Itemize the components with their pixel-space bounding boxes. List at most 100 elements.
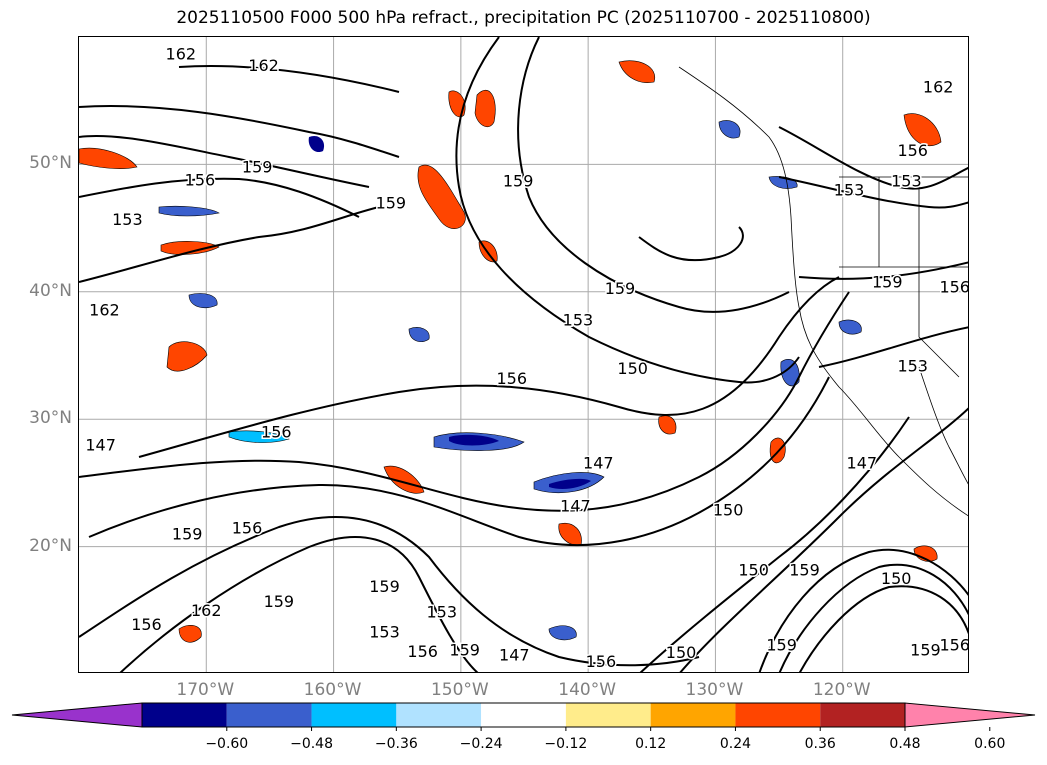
precip-patch	[417, 164, 466, 229]
contour-line	[517, 37, 790, 313]
contour-line	[79, 135, 370, 188]
contour-label: 147	[583, 453, 614, 472]
colorbar-tick-label: 0.12	[635, 736, 667, 752]
precip-patch	[383, 465, 425, 494]
precip-patch	[178, 624, 202, 643]
contour-label: 150	[666, 643, 697, 662]
longitude-label: 160°W	[303, 680, 362, 700]
contour-label: 150	[738, 560, 769, 579]
contour-label: 150	[617, 359, 648, 378]
precip-patch	[158, 205, 220, 217]
contour-line	[758, 548, 968, 672]
contour-label: 150	[881, 569, 912, 588]
latitude-label: 30°N	[29, 408, 72, 429]
contour-label: 153	[834, 181, 865, 200]
colorbar-tick-label: −0.36	[374, 736, 418, 752]
map-canvas: 1621621621591561531591591591531501561561…	[79, 37, 969, 672]
map-title: 2025110500 F000 500 hPa refract., precip…	[176, 8, 871, 28]
contour-line	[79, 206, 380, 283]
colorbar-segment	[142, 703, 227, 727]
contour-label: 162	[89, 300, 120, 319]
contour-label: 159	[910, 641, 941, 660]
colorbar-tick-label: −0.48	[290, 736, 333, 752]
contour-label: 156	[496, 369, 527, 388]
colorbar-tick-label: 0.24	[719, 736, 752, 752]
colorbar-segment	[820, 703, 905, 727]
contour-line	[778, 563, 968, 672]
contour-line	[178, 65, 400, 93]
contour-label: 156	[185, 170, 216, 189]
contour-label: 162	[191, 601, 222, 620]
precip-patch	[448, 90, 466, 118]
contour-line	[88, 376, 830, 547]
contour-label: 159	[242, 158, 273, 177]
contour-label: 153	[112, 210, 143, 229]
contour-label: 159	[872, 272, 903, 291]
colorbar-segment	[226, 703, 312, 727]
colorbar-segment	[650, 703, 736, 727]
longitude-label: 170°W	[176, 680, 235, 700]
contour-label: 156	[897, 141, 928, 160]
contour-label: 153	[891, 172, 922, 191]
colorbar-tick-label: −0.12	[544, 736, 588, 752]
contour-line	[455, 37, 800, 384]
precip-patch	[548, 625, 577, 641]
colorbar-tick-label: 0.60	[974, 736, 1006, 752]
coastline	[918, 366, 968, 485]
precip-patch	[549, 478, 591, 489]
contour-line	[79, 291, 850, 512]
contour-line	[119, 536, 479, 672]
latitude-label: 40°N	[29, 280, 72, 301]
contour-line	[778, 176, 968, 209]
contour-line	[138, 276, 840, 458]
contour-label: 147	[85, 435, 116, 454]
precip-patch	[79, 147, 138, 169]
contour-label: 147	[499, 646, 530, 665]
precip-patch	[228, 430, 290, 443]
contour-line	[79, 516, 700, 667]
precip-patch	[160, 241, 220, 255]
precip-patch	[188, 293, 218, 308]
contour-label: 162	[166, 44, 197, 63]
contour-label: 150	[713, 500, 744, 519]
colorbar-tick-label: 0.36	[804, 736, 836, 752]
precipitation-shading	[79, 60, 942, 643]
colorbar-extend-high	[904, 702, 1036, 728]
precip-patch	[913, 545, 938, 562]
contour-line	[79, 177, 360, 218]
contour-line	[639, 416, 910, 672]
colorbar-tick-label: −0.24	[459, 736, 503, 752]
precip-patch	[780, 359, 800, 387]
precip-patch	[658, 415, 677, 435]
precip-patch	[618, 60, 656, 83]
contour-label: 156	[232, 518, 263, 537]
contour-label: 156	[939, 635, 969, 654]
contour-label: 159	[376, 193, 407, 212]
contour-label: 159	[264, 592, 295, 611]
contour-label: 153	[897, 356, 928, 375]
contour-label: 159	[449, 641, 480, 660]
latitude-label: 20°N	[29, 535, 72, 556]
latitude-label: 50°N	[29, 153, 72, 174]
contour-label: 156	[586, 652, 617, 671]
contour-line	[778, 126, 968, 190]
contour-label: 159	[172, 525, 203, 544]
precip-patch	[838, 319, 862, 335]
contour-label: 159	[789, 560, 820, 579]
colorbar-frame	[141, 702, 906, 728]
colorbar-extend-low	[11, 702, 143, 728]
colorbar-segment	[481, 703, 566, 727]
precip-patch	[718, 120, 741, 139]
contour-label: 162	[248, 56, 279, 75]
contour-label: 147	[560, 497, 591, 516]
longitude-label: 140°W	[558, 680, 617, 700]
longitude-label: 130°W	[685, 680, 744, 700]
colorbar-segment	[396, 703, 482, 727]
precip-patch	[166, 341, 208, 372]
longitude-label: 150°W	[430, 680, 489, 700]
precip-patch	[449, 434, 499, 446]
map-panel: 162 162 162 159 156 153 159 159 159 153 150 156 156 1…	[78, 36, 969, 673]
precip-patch	[769, 437, 786, 464]
contour-label: 162	[923, 77, 954, 96]
contour-line	[79, 105, 400, 158]
